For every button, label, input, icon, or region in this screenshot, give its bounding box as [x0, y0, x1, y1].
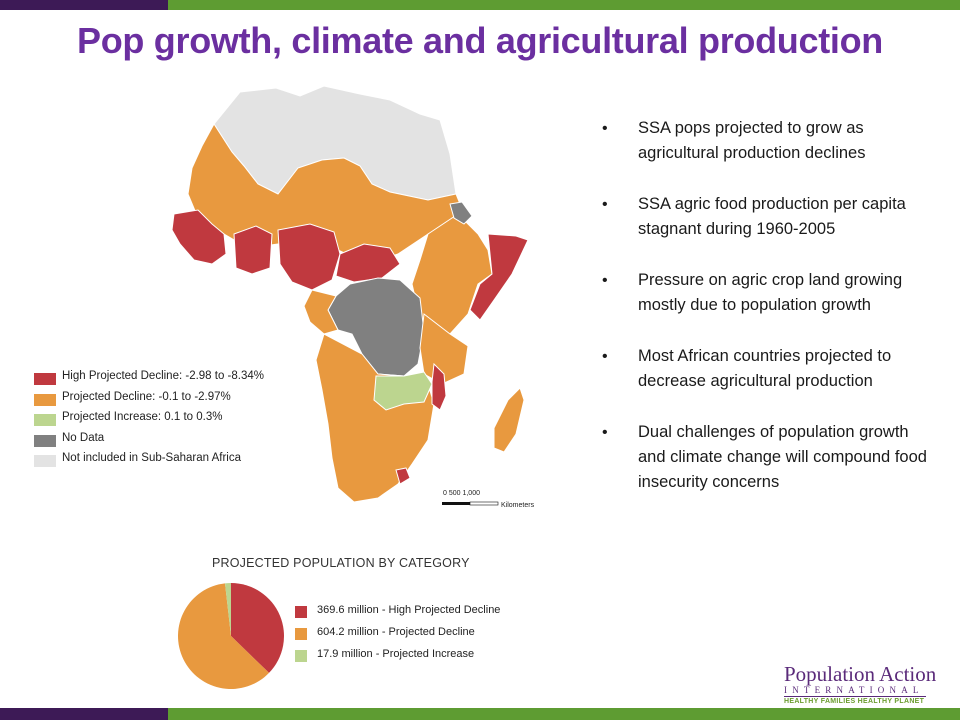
- legend-label: No Data: [62, 431, 105, 444]
- brand-divider: [784, 696, 926, 697]
- legend-swatch-not-included: [34, 455, 56, 467]
- brand-tagline: HEALTHY FAMILIES HEALTHY PLANET: [784, 698, 925, 705]
- bullet-item: • Pressure on agric crop land growing mos…: [600, 268, 940, 318]
- bullet-text: Dual challenges of population growth and…: [638, 423, 927, 491]
- legend-label: Projected Decline: -0.1 to -2.97%: [62, 390, 231, 403]
- lesotho-red: [395, 467, 411, 485]
- legend-swatch-high-decline: [34, 373, 56, 385]
- legend-swatch-decline: [34, 393, 56, 406]
- west-africa-red: [171, 209, 227, 265]
- top-bar-purple: [0, 0, 168, 10]
- nigeria-red: [277, 223, 341, 291]
- legend-label: Projected Increase: 0.1 to 0.3%: [62, 411, 223, 423]
- east-africa-orange: [411, 213, 493, 337]
- legend-swatch-increase: [34, 414, 56, 426]
- bullet-item: • Dual challenges of population growth an…: [600, 420, 940, 495]
- eritrea-nodata: [449, 201, 473, 225]
- bottom-accent-bar: [0, 708, 960, 720]
- population-pie-chart: [177, 583, 284, 689]
- malawi-red: [431, 362, 447, 411]
- pie-legend-label: 369.6 million - High Projected Decline: [317, 604, 501, 616]
- pie-slice-high-decline: [231, 583, 284, 673]
- bullet-text: SSA pops projected to grow as agricultur…: [638, 119, 866, 162]
- ghana-togo-red: [233, 225, 273, 275]
- scale-bar-white: [469, 501, 499, 506]
- bullet-text: SSA agric food production per capita sta…: [638, 195, 906, 238]
- pie-legend-label: 604.2 million - Projected Decline: [317, 626, 475, 638]
- car-red: [335, 243, 401, 283]
- legend-swatch-nodata: [34, 434, 56, 447]
- zambia-green: [373, 371, 433, 411]
- bullet-text: Pressure on agric crop land growing most…: [638, 271, 903, 314]
- bullet-item: • Most African countries projected to dec…: [600, 344, 940, 394]
- pie-slice-decline: [177, 583, 270, 689]
- bullet-icon: •: [602, 120, 608, 137]
- pie-swatch-decline: [295, 628, 307, 640]
- bullet-icon: •: [602, 272, 608, 289]
- legend-label: High Projected Decline: -2.98 to -8.34%: [62, 370, 264, 382]
- brand-intl: INTERNATIONAL: [784, 685, 924, 695]
- top-accent-bar: [0, 0, 960, 10]
- brand-name: Population Action: [784, 662, 937, 686]
- bullet-item: • SSA agric food production per capita st…: [600, 192, 940, 242]
- bullet-list: • SSA pops projected to grow as agricultu…: [600, 116, 940, 521]
- scale-bar-black: [442, 502, 470, 505]
- pie-slice-increase: [225, 583, 231, 636]
- somalia-red: [469, 233, 529, 321]
- gabon-congo-orange: [303, 289, 339, 335]
- top-bar-green: [168, 0, 960, 10]
- legend-label: Not included in Sub-Saharan Africa: [62, 452, 241, 464]
- bullet-text: Most African countries projected to decr…: [638, 347, 892, 390]
- pie-legend-label: 17.9 million - Projected Increase: [317, 648, 475, 660]
- pie-title: PROJECTED POPULATION BY CATEGORY: [212, 556, 470, 570]
- pie-swatch-high-decline: [295, 606, 307, 618]
- africa-map: [171, 85, 529, 506]
- slide-title: Pop growth, climate and agricultural pro…: [77, 20, 883, 61]
- brand-logo: Population Action INTERNATIONAL HEALTHY …: [784, 662, 937, 705]
- bullet-icon: •: [602, 424, 608, 441]
- madagascar-orange: [493, 387, 525, 453]
- scale-ticks: 0 500 1,000: [443, 490, 480, 497]
- southern-africa-orange: [315, 333, 435, 503]
- bullet-icon: •: [602, 348, 608, 365]
- bottom-bar-purple: [0, 708, 168, 720]
- bullet-icon: •: [602, 196, 608, 213]
- bullet-item: • SSA pops projected to grow as agricultu…: [600, 116, 940, 166]
- scale-unit: Kilometers: [501, 502, 535, 509]
- tanzania-orange: [419, 313, 469, 385]
- pie-swatch-increase: [295, 650, 307, 662]
- bottom-bar-green: [168, 708, 960, 720]
